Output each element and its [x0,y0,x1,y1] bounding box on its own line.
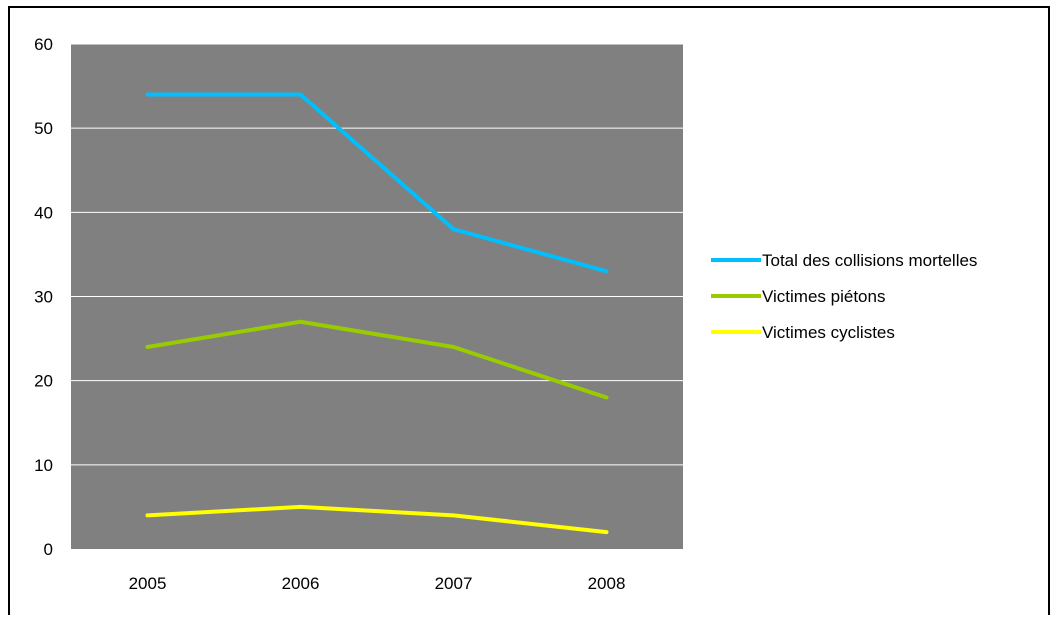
series-lines [145,92,609,535]
legend-label-1: Total des collisions mortelles [762,251,977,270]
legend-label-3: Victimes cyclistes [762,323,895,342]
x-tick-label: 2006 [282,574,320,593]
y-axis-ticks: 0 10 20 30 40 50 60 [34,35,53,559]
series-line-3 [145,504,609,535]
y-tick-label: 10 [34,456,53,475]
legend-label-2: Victimes piétons [762,287,885,306]
y-tick-label: 0 [44,540,53,559]
legend: Total des collisions mortelles Victimes p… [711,251,977,342]
y-tick-label: 60 [34,35,53,54]
y-tick-label: 40 [34,203,53,222]
y-tick-label: 20 [34,372,53,391]
series-line-2 [145,319,609,400]
y-tick-label: 30 [34,288,53,307]
x-tick-label: 2007 [435,574,473,593]
y-tick-label: 50 [34,119,53,138]
series-line-1 [145,92,609,274]
x-tick-label: 2008 [588,574,626,593]
chart-frame [8,6,1050,615]
x-axis-ticks: 2005 2006 2007 2008 [129,574,626,593]
x-tick-label: 2005 [129,574,167,593]
gridlines [71,43,683,466]
